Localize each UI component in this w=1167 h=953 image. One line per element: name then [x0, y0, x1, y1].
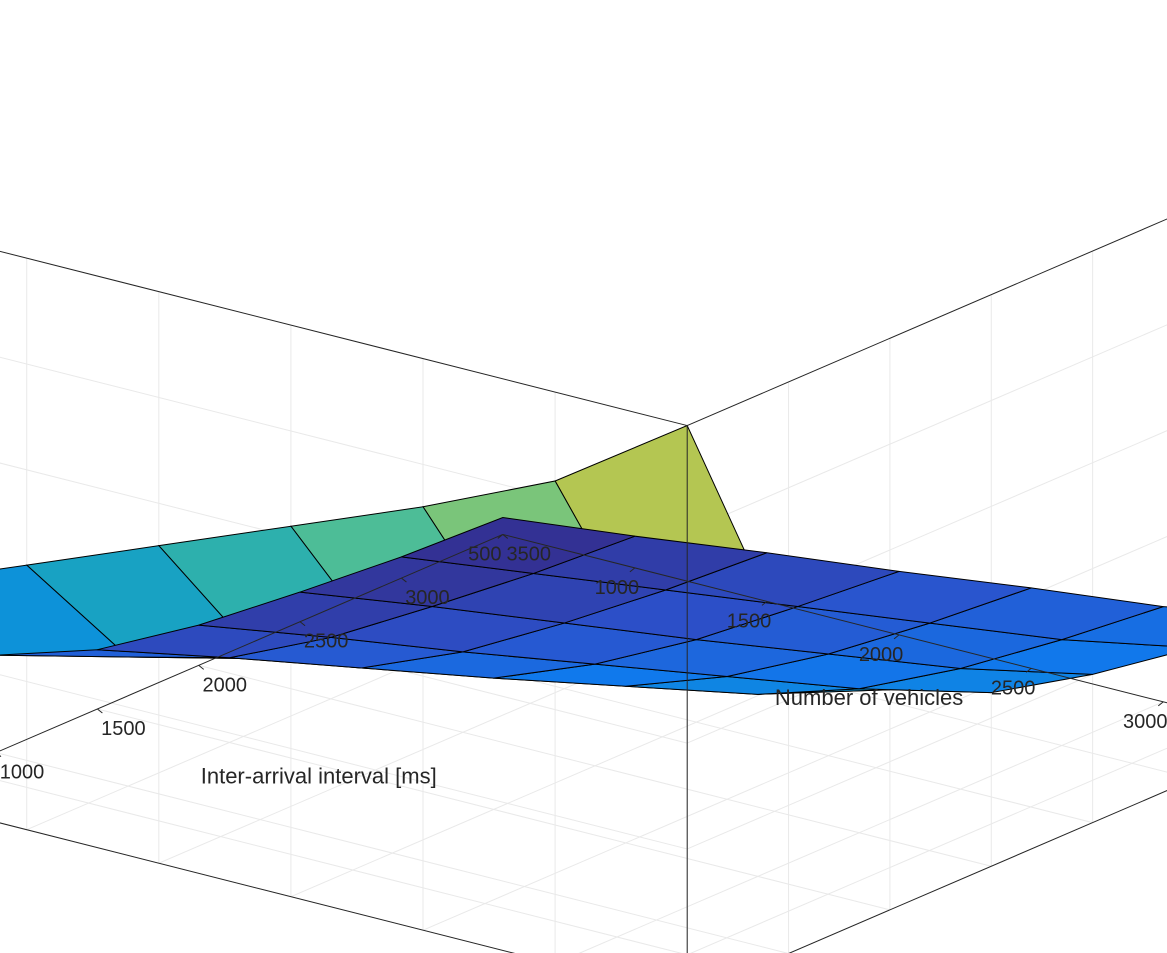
- x-tick-label: 2000: [859, 644, 904, 666]
- y-tick-label: 3000: [405, 587, 450, 609]
- y-tick-label: 3500: [507, 543, 552, 565]
- surface-plot-3d: 5001000150020002500300035005001000150020…: [0, 0, 1167, 953]
- y-tick-label: 1500: [101, 718, 146, 740]
- surface-mesh: [0, 426, 1167, 695]
- x-tick-label: 1000: [595, 577, 640, 599]
- x-tick-label: 1500: [727, 610, 772, 632]
- x-tick-label: 3000: [1123, 711, 1167, 733]
- x-tick-label: 500: [468, 543, 501, 565]
- y-axis-label: Inter-arrival interval [ms]: [201, 763, 437, 788]
- x-tick-label: 2500: [991, 677, 1036, 699]
- x-axis-label: Number of vehicles: [775, 685, 963, 710]
- y-tick-label: 1000: [0, 762, 44, 784]
- y-tick-label: 2000: [202, 674, 247, 696]
- y-tick-label: 2500: [304, 631, 349, 653]
